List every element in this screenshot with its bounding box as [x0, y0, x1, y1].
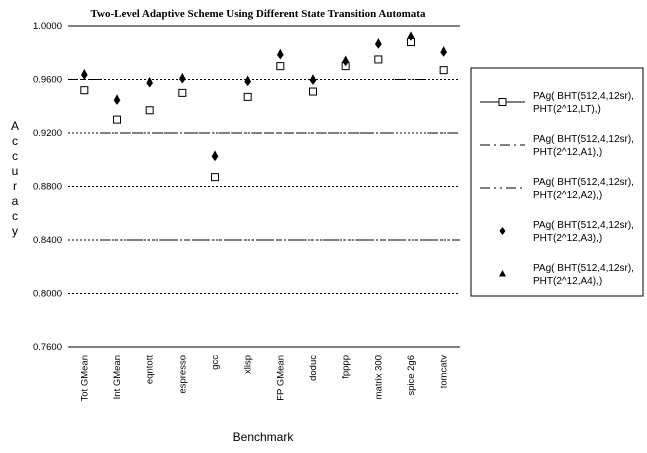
data-markers — [80, 31, 448, 182]
x-tick-label: doduc — [308, 355, 319, 381]
y-tick-label: 0.9200 — [33, 128, 62, 139]
data-point-series-4 — [374, 38, 382, 45]
x-tick-label: Tot GMean — [79, 355, 90, 401]
y-axis-label-char: r — [13, 179, 17, 193]
legend-swatch-marker — [498, 98, 507, 106]
y-tick-label: 0.9600 — [33, 75, 62, 86]
legend: PAg( BHT(512,4,12sr), PHT(2^12,LT),) PAg( … — [470, 67, 644, 297]
data-point-series-0 — [439, 66, 448, 75]
data-point-series-0 — [80, 86, 89, 95]
data-point-series-4 — [113, 94, 121, 101]
series-lines — [68, 79, 460, 241]
gridlines — [68, 25, 460, 348]
legend-swatch-marker — [499, 227, 506, 235]
legend-label: PHT(2^12,A4),) — [533, 276, 602, 287]
data-point-series-0 — [178, 88, 187, 97]
data-point-series-4 — [342, 55, 350, 62]
x-tick-label: eqntott — [145, 355, 156, 384]
x-tick-label: Int GMean — [112, 355, 123, 399]
x-tick-label: fpppp — [341, 355, 352, 379]
data-point-series-0 — [374, 55, 383, 64]
y-axis-label-char: c — [12, 134, 18, 148]
x-axis-label: Benchmark — [233, 430, 295, 444]
chart-title: Two-Level Adaptive Scheme Using Differen… — [91, 8, 426, 20]
y-axis-label-char: c — [12, 149, 18, 163]
y-tick-label: 0.8800 — [33, 182, 62, 193]
y-axis-label-char: A — [11, 119, 19, 133]
data-point-series-0 — [309, 87, 317, 96]
y-axis-label-char: u — [12, 164, 19, 178]
data-point-series-0 — [243, 92, 252, 101]
y-tick-label: 0.8000 — [33, 289, 62, 300]
data-point-series-4 — [407, 31, 415, 38]
data-point-series-4 — [80, 68, 88, 76]
data-point-series-0 — [145, 106, 154, 115]
data-point-series-0 — [211, 173, 219, 182]
data-point-series-0 — [276, 62, 285, 71]
x-tick-label: matrix 300 — [373, 355, 384, 399]
x-axis-ticks: Tot GMean Int GMean eqntott espresso gcc xlis… — [79, 355, 449, 402]
x-tick-label: gcc — [210, 355, 221, 370]
y-axis-label-char: c — [12, 209, 18, 223]
y-axis-ticks: 0.7600 0.8000 0.8400 0.8800 0.9200 0.9600 1.00… — [33, 21, 62, 353]
legend-swatch-marker — [499, 270, 506, 277]
x-tick-label: espresso — [177, 355, 188, 394]
data-point-series-4 — [276, 48, 284, 56]
legend-label: PAg( BHT(512,4,12sr), — [533, 263, 634, 274]
y-tick-label: 0.7600 — [33, 342, 62, 353]
x-tick-label: xlisp — [243, 355, 254, 374]
x-tick-label: spice 2g6 — [406, 355, 417, 396]
legend-label: PHT(2^12,A3),) — [533, 233, 602, 244]
y-tick-label: 1.0000 — [33, 21, 62, 32]
data-point-series-4 — [244, 75, 252, 82]
legend-label: PHT(2^12,LT),) — [533, 104, 601, 115]
legend-label: PHT(2^12,A1),) — [533, 147, 602, 158]
y-axis-label-char: y — [12, 224, 18, 238]
data-point-series-0 — [113, 115, 121, 124]
x-tick-label: tomcatv — [439, 355, 450, 389]
data-point-series-4 — [309, 74, 317, 81]
y-tick-label: 0.8400 — [33, 235, 62, 246]
data-point-series-4 — [146, 76, 154, 84]
data-point-series-4 — [211, 150, 219, 157]
data-point-series-4 — [178, 72, 186, 80]
x-tick-label: FP GMean — [275, 355, 286, 401]
legend-label: PHT(2^12,A2),) — [533, 190, 602, 201]
legend-label: PAg( BHT(512,4,12sr), — [533, 91, 634, 102]
legend-label: PAg( BHT(512,4,12sr), — [533, 220, 634, 231]
legend-label: PAg( BHT(512,4,12sr), — [533, 134, 634, 145]
y-axis-label-char: a — [12, 194, 19, 208]
data-point-series-4 — [440, 46, 448, 53]
legend-label: PAg( BHT(512,4,12sr), — [533, 177, 634, 188]
